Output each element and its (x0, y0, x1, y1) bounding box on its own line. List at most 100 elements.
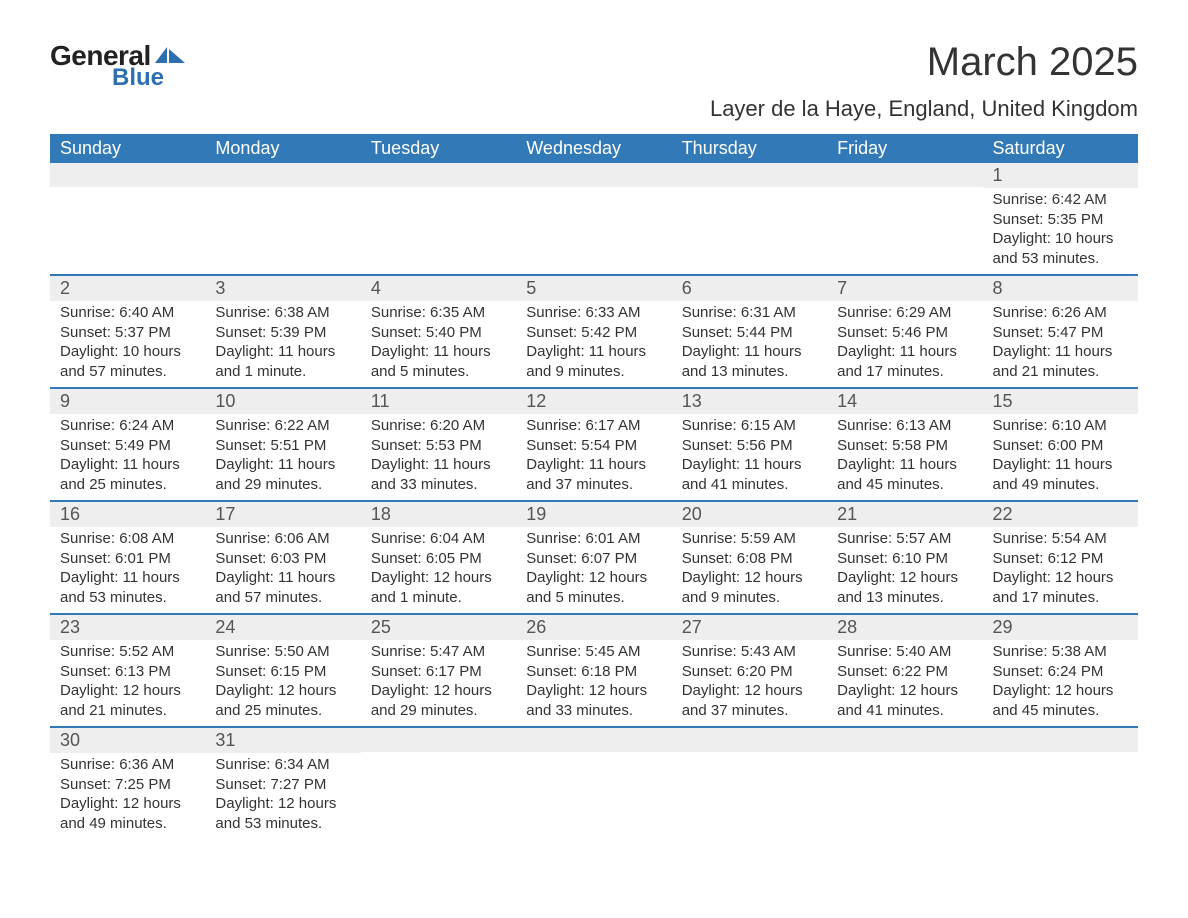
sunrise-text: Sunrise: 6:40 AM (60, 303, 195, 323)
day-number: 22 (983, 500, 1138, 527)
day-body: Sunrise: 6:40 AMSunset: 5:37 PMDaylight:… (50, 301, 205, 387)
day-body: Sunrise: 6:04 AMSunset: 6:05 PMDaylight:… (361, 527, 516, 613)
calendar-cell-daynum: 19 (516, 500, 671, 527)
sunrise-text: Sunrise: 5:59 AM (682, 529, 817, 549)
calendar-cell-daynum: 28 (827, 613, 982, 640)
daylight-text: Daylight: 11 hours and 53 minutes. (60, 568, 195, 607)
sunrise-text: Sunrise: 6:06 AM (215, 529, 350, 549)
daylight-text: Daylight: 10 hours and 53 minutes. (993, 229, 1128, 268)
day-body: Sunrise: 5:52 AMSunset: 6:13 PMDaylight:… (50, 640, 205, 726)
calendar-cell-body: Sunrise: 6:08 AMSunset: 6:01 PMDaylight:… (50, 527, 205, 613)
sunrise-text: Sunrise: 6:26 AM (993, 303, 1128, 323)
sunset-text: Sunset: 5:37 PM (60, 323, 195, 343)
sunrise-text: Sunrise: 6:24 AM (60, 416, 195, 436)
daylight-text: Daylight: 12 hours and 41 minutes. (837, 681, 972, 720)
sunrise-text: Sunrise: 6:36 AM (60, 755, 195, 775)
daylight-text: Daylight: 12 hours and 53 minutes. (215, 794, 350, 833)
sunrise-text: Sunrise: 6:13 AM (837, 416, 972, 436)
daylight-text: Daylight: 11 hours and 9 minutes. (526, 342, 661, 381)
calendar-cell-body: Sunrise: 5:54 AMSunset: 6:12 PMDaylight:… (983, 527, 1138, 613)
empty-day (516, 163, 671, 187)
calendar-cell-body: Sunrise: 6:15 AMSunset: 5:56 PMDaylight:… (672, 414, 827, 500)
day-body: Sunrise: 5:40 AMSunset: 6:22 PMDaylight:… (827, 640, 982, 726)
sunset-text: Sunset: 5:47 PM (993, 323, 1128, 343)
calendar-week-daynum-row: 16171819202122 (50, 500, 1138, 527)
sunset-text: Sunset: 5:40 PM (371, 323, 506, 343)
day-body: Sunrise: 6:35 AMSunset: 5:40 PMDaylight:… (361, 301, 516, 387)
day-number: 2 (50, 274, 205, 301)
sunrise-text: Sunrise: 6:35 AM (371, 303, 506, 323)
sunrise-text: Sunrise: 6:08 AM (60, 529, 195, 549)
day-number: 7 (827, 274, 982, 301)
empty-day-body (672, 188, 827, 216)
calendar-cell-body (672, 753, 827, 839)
day-body: Sunrise: 6:01 AMSunset: 6:07 PMDaylight:… (516, 527, 671, 613)
calendar-cell-body: Sunrise: 6:17 AMSunset: 5:54 PMDaylight:… (516, 414, 671, 500)
daylight-text: Daylight: 10 hours and 57 minutes. (60, 342, 195, 381)
sunset-text: Sunset: 5:46 PM (837, 323, 972, 343)
sunset-text: Sunset: 6:07 PM (526, 549, 661, 569)
daylight-text: Daylight: 12 hours and 29 minutes. (371, 681, 506, 720)
day-number: 18 (361, 500, 516, 527)
calendar-week-body-row: Sunrise: 6:08 AMSunset: 6:01 PMDaylight:… (50, 527, 1138, 613)
calendar-cell-body: Sunrise: 5:57 AMSunset: 6:10 PMDaylight:… (827, 527, 982, 613)
day-number: 5 (516, 274, 671, 301)
day-number: 19 (516, 500, 671, 527)
day-body: Sunrise: 6:22 AMSunset: 5:51 PMDaylight:… (205, 414, 360, 500)
sunset-text: Sunset: 5:44 PM (682, 323, 817, 343)
day-body: Sunrise: 6:26 AMSunset: 5:47 PMDaylight:… (983, 301, 1138, 387)
calendar-cell-body (983, 753, 1138, 839)
calendar-cell-daynum: 26 (516, 613, 671, 640)
day-number: 3 (205, 274, 360, 301)
calendar-cell-daynum: 31 (205, 726, 360, 753)
day-number: 6 (672, 274, 827, 301)
calendar-week-body-row: Sunrise: 6:42 AMSunset: 5:35 PMDaylight:… (50, 188, 1138, 274)
calendar-cell-daynum: 3 (205, 274, 360, 301)
calendar-cell-daynum: 24 (205, 613, 360, 640)
calendar-body: 1 Sunrise: 6:42 AMSunset: 5:35 PMDayligh… (50, 163, 1138, 839)
calendar-cell-daynum (516, 726, 671, 753)
calendar-cell-daynum: 15 (983, 387, 1138, 414)
calendar-cell-body: Sunrise: 5:59 AMSunset: 6:08 PMDaylight:… (672, 527, 827, 613)
daylight-text: Daylight: 12 hours and 17 minutes. (993, 568, 1128, 607)
sunrise-text: Sunrise: 6:29 AM (837, 303, 972, 323)
day-body: Sunrise: 6:31 AMSunset: 5:44 PMDaylight:… (672, 301, 827, 387)
sunset-text: Sunset: 6:15 PM (215, 662, 350, 682)
calendar-cell-body (516, 753, 671, 839)
location-subtitle: Layer de la Haye, England, United Kingdo… (50, 96, 1138, 122)
day-number: 11 (361, 387, 516, 414)
calendar-cell-daynum: 13 (672, 387, 827, 414)
calendar-week-daynum-row: 2345678 (50, 274, 1138, 301)
day-number: 28 (827, 613, 982, 640)
sunrise-text: Sunrise: 5:45 AM (526, 642, 661, 662)
sunrise-text: Sunrise: 6:17 AM (526, 416, 661, 436)
day-number: 20 (672, 500, 827, 527)
day-body: Sunrise: 6:38 AMSunset: 5:39 PMDaylight:… (205, 301, 360, 387)
calendar-cell-body (205, 188, 360, 274)
daylight-text: Daylight: 12 hours and 45 minutes. (993, 681, 1128, 720)
logo-text-blue: Blue (112, 64, 164, 92)
sunrise-text: Sunrise: 6:38 AM (215, 303, 350, 323)
calendar-cell-daynum: 11 (361, 387, 516, 414)
sunrise-text: Sunrise: 5:54 AM (993, 529, 1128, 549)
daylight-text: Daylight: 12 hours and 49 minutes. (60, 794, 195, 833)
sunrise-text: Sunrise: 5:43 AM (682, 642, 817, 662)
calendar-week-daynum-row: 3031 (50, 726, 1138, 753)
weekday-header-row: SundayMondayTuesdayWednesdayThursdayFrid… (50, 134, 1138, 163)
day-number: 17 (205, 500, 360, 527)
calendar-week-daynum-row: 1 (50, 163, 1138, 188)
calendar-cell-body: Sunrise: 5:43 AMSunset: 6:20 PMDaylight:… (672, 640, 827, 726)
empty-day-body (516, 753, 671, 781)
empty-day-body (827, 753, 982, 781)
calendar-cell-daynum: 21 (827, 500, 982, 527)
sunrise-text: Sunrise: 6:42 AM (993, 190, 1128, 210)
empty-day (205, 163, 360, 187)
day-number: 8 (983, 274, 1138, 301)
daylight-text: Daylight: 11 hours and 57 minutes. (215, 568, 350, 607)
daylight-text: Daylight: 11 hours and 13 minutes. (682, 342, 817, 381)
daylight-text: Daylight: 12 hours and 25 minutes. (215, 681, 350, 720)
empty-day (50, 163, 205, 187)
empty-day (361, 726, 516, 752)
day-number: 21 (827, 500, 982, 527)
day-body: Sunrise: 6:15 AMSunset: 5:56 PMDaylight:… (672, 414, 827, 500)
